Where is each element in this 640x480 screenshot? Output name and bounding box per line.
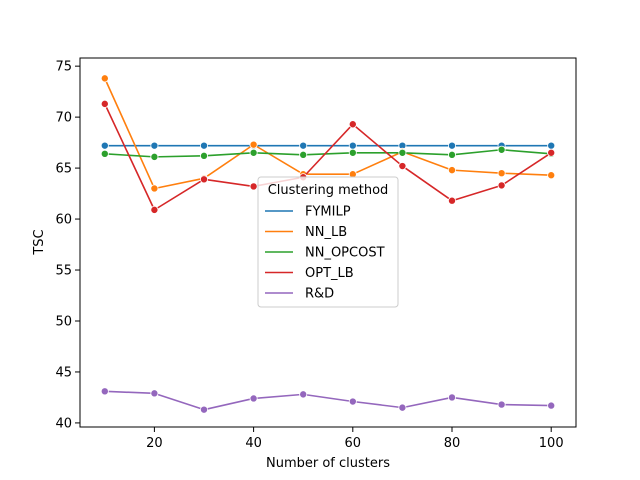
data-point <box>348 120 357 129</box>
data-point <box>100 387 109 396</box>
data-point <box>398 403 407 412</box>
data-point <box>547 148 556 157</box>
y-tick-label: 60 <box>55 213 72 228</box>
y-tick-label: 65 <box>55 162 72 177</box>
data-point <box>100 74 109 83</box>
legend-title: Clustering method <box>268 183 389 198</box>
legend-item: NN_OPCOST <box>265 246 385 261</box>
series-line <box>104 78 552 190</box>
x-tick-label: 60 <box>345 436 362 451</box>
data-point <box>447 141 456 150</box>
y-tick-label: 75 <box>55 60 72 75</box>
axes-frame <box>79 57 577 428</box>
data-point <box>249 148 258 157</box>
data-point <box>497 400 506 409</box>
data-point <box>497 169 506 178</box>
x-tick-label: 100 <box>539 436 564 451</box>
data-point <box>299 141 308 150</box>
data-point <box>199 141 208 150</box>
data-point <box>447 150 456 159</box>
data-point <box>447 166 456 175</box>
data-point <box>199 175 208 184</box>
x-axis: 20 40 60 80 100 <box>146 427 564 451</box>
series-nn-lb <box>100 74 556 193</box>
legend-label: NN_OPCOST <box>305 246 385 261</box>
data-point <box>447 196 456 205</box>
data-point <box>150 205 159 214</box>
legend-label: R&D <box>305 287 334 302</box>
data-point <box>150 152 159 161</box>
data-point <box>100 141 109 150</box>
data-point <box>150 184 159 193</box>
x-tick-label: 80 <box>444 436 461 451</box>
legend-label: FYMILP <box>305 205 351 220</box>
data-point <box>348 148 357 157</box>
data-point <box>299 390 308 399</box>
series-line <box>104 148 552 158</box>
data-point <box>497 145 506 154</box>
series-r-d <box>100 387 556 414</box>
data-point <box>150 141 159 150</box>
data-point <box>249 182 258 191</box>
legend-item: FYMILP <box>265 205 351 220</box>
y-tick-label: 50 <box>55 314 72 329</box>
data-point <box>497 181 506 190</box>
legend-item: R&D <box>265 287 334 302</box>
data-point <box>398 162 407 171</box>
data-point <box>150 389 159 398</box>
series-line <box>104 390 552 411</box>
data-point <box>100 149 109 158</box>
y-axis: 40 45 50 55 60 65 70 75 <box>55 60 80 431</box>
data-point <box>547 141 556 150</box>
data-point <box>199 151 208 160</box>
legend-label: NN_LB <box>305 225 347 240</box>
data-point <box>299 150 308 159</box>
plot-area <box>100 74 556 414</box>
x-tick-label: 20 <box>146 436 163 451</box>
y-tick-label: 70 <box>55 111 72 126</box>
legend-item: OPT_LB <box>265 266 354 281</box>
data-point <box>100 99 109 108</box>
data-point <box>199 405 208 414</box>
series-line <box>104 103 552 211</box>
x-tick-label: 40 <box>245 436 262 451</box>
legend: Clustering method FYMILP NN_LB NN_OPCOST OP… <box>257 176 399 308</box>
series-opt-lb <box>100 99 556 214</box>
y-tick-label: 45 <box>55 365 72 380</box>
data-point <box>249 140 258 149</box>
data-point <box>447 393 456 402</box>
data-point <box>547 171 556 180</box>
y-tick-label: 55 <box>55 264 72 279</box>
legend-box <box>257 176 399 308</box>
data-point <box>547 401 556 410</box>
data-point <box>348 397 357 406</box>
legend-item: NN_LB <box>265 225 347 240</box>
data-point <box>398 148 407 157</box>
x-axis-label: Number of clusters <box>266 456 390 471</box>
legend-label: OPT_LB <box>305 266 354 281</box>
data-point <box>348 141 357 150</box>
y-axis-label: TSC <box>32 229 47 255</box>
data-point <box>249 394 258 403</box>
y-tick-label: 40 <box>55 416 72 431</box>
